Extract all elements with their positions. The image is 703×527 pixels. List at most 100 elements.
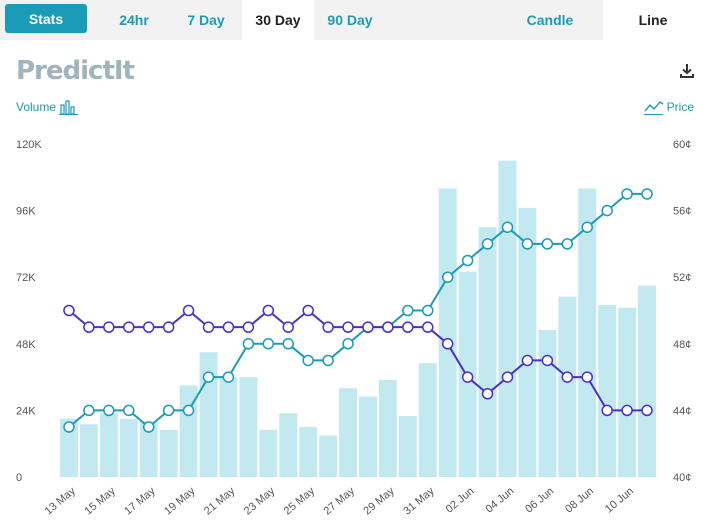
price-point xyxy=(501,371,514,383)
tab-7-day[interactable]: 7 Day xyxy=(187,12,225,28)
predictit-logo: PredictIt xyxy=(16,56,135,86)
x-tick-label: 29 May xyxy=(361,485,397,518)
x-tick-label: 13 May xyxy=(43,485,79,518)
volume-bar xyxy=(418,363,437,477)
x-tick-label: 19 May xyxy=(162,485,198,518)
price-point xyxy=(123,404,135,417)
price-point xyxy=(282,321,294,333)
price-point xyxy=(222,371,235,383)
x-tick-label: 06 Jun xyxy=(523,485,556,515)
price-point xyxy=(83,321,95,333)
volume-bar xyxy=(398,415,417,477)
price-point xyxy=(641,404,653,417)
price-point xyxy=(481,388,494,400)
x-tick-label: 31 May xyxy=(401,485,437,518)
price-point xyxy=(461,254,474,267)
price-point xyxy=(262,304,275,317)
price-point xyxy=(581,221,593,233)
volume-bar xyxy=(259,429,278,477)
volume-tick-label: 48K xyxy=(16,339,36,351)
tab-24hr[interactable]: 24hr xyxy=(119,12,149,28)
x-tick-label: 23 May xyxy=(242,485,278,518)
x-tick-label: 04 Jun xyxy=(483,485,516,515)
stats-button[interactable]: Stats xyxy=(5,4,87,33)
volume-bar xyxy=(139,421,158,477)
price-point xyxy=(162,321,175,333)
price-point xyxy=(242,321,255,333)
volume-bar xyxy=(319,435,338,477)
price-point xyxy=(103,321,115,333)
price-point xyxy=(601,204,613,217)
x-tick-label: 02 Jun xyxy=(444,485,477,515)
price-point xyxy=(322,321,334,333)
price-point xyxy=(302,304,314,317)
volume-tick-label: 24K xyxy=(16,405,36,417)
price-point xyxy=(621,188,633,200)
volume-bar xyxy=(618,307,637,477)
x-tick-label: 17 May xyxy=(122,485,158,518)
price-point xyxy=(402,321,414,333)
price-legend-label: Price xyxy=(666,100,694,114)
price-point xyxy=(322,354,334,367)
volume-bar xyxy=(478,227,497,477)
volume-bar xyxy=(638,285,656,477)
volume-bar xyxy=(199,352,218,477)
volume-bar xyxy=(498,160,517,477)
line-toggle[interactable]: Line xyxy=(603,0,703,40)
price-point xyxy=(342,321,354,333)
x-tick-label: 21 May xyxy=(202,485,238,518)
volume-bar xyxy=(219,377,238,477)
price-point xyxy=(541,238,554,250)
price-point xyxy=(601,404,613,417)
price-point xyxy=(501,221,514,233)
volume-tick-label: 72K xyxy=(16,272,36,284)
price-point xyxy=(123,321,135,333)
tab-90-day[interactable]: 90 Day xyxy=(327,12,373,28)
price-point xyxy=(422,321,434,333)
price-point xyxy=(541,354,554,367)
price-point xyxy=(641,188,653,200)
price-point xyxy=(182,404,195,417)
price-tick-label: 48¢ xyxy=(673,339,691,351)
candle-toggle[interactable]: Candle xyxy=(526,12,574,28)
download-icon[interactable] xyxy=(678,62,696,80)
price-point xyxy=(302,354,314,367)
volume-bar xyxy=(578,188,597,477)
price-point xyxy=(461,371,474,383)
price-point xyxy=(362,321,374,333)
price-tick-label: 56¢ xyxy=(673,206,691,218)
price-point xyxy=(282,338,294,350)
volume-bar xyxy=(99,413,118,477)
price-point xyxy=(581,371,593,383)
x-tick-label: 10 Jun xyxy=(603,485,636,515)
volume-bar xyxy=(378,379,397,477)
x-tick-label: 25 May xyxy=(282,485,318,518)
volume-bar xyxy=(438,188,457,477)
price-legend[interactable]: Price xyxy=(643,99,694,115)
volume-bar xyxy=(538,329,557,477)
volume-bar xyxy=(79,424,98,477)
tab-30-day[interactable]: 30 Day xyxy=(242,0,314,40)
volume-bar xyxy=(60,418,78,477)
volume-legend[interactable]: Volume xyxy=(16,99,79,115)
price-point xyxy=(103,404,115,417)
volume-bar xyxy=(279,413,298,477)
price-point xyxy=(521,354,534,367)
price-point xyxy=(162,404,175,417)
price-tick-label: 40¢ xyxy=(673,472,691,484)
price-point xyxy=(182,304,195,317)
price-point xyxy=(561,371,574,383)
volume-bar xyxy=(598,304,617,477)
price-point xyxy=(521,238,534,250)
price-point xyxy=(142,321,155,333)
volume-legend-label: Volume xyxy=(16,100,57,114)
price-point xyxy=(202,371,215,383)
price-tick-label: 44¢ xyxy=(673,405,691,417)
volume-bar xyxy=(339,388,357,477)
price-point xyxy=(402,304,414,317)
price-point xyxy=(621,404,633,417)
volume-bar xyxy=(119,418,138,477)
price-point xyxy=(441,271,454,283)
volume-tick-label: 0 xyxy=(16,472,22,484)
volume-tick-label: 96K xyxy=(16,206,36,218)
